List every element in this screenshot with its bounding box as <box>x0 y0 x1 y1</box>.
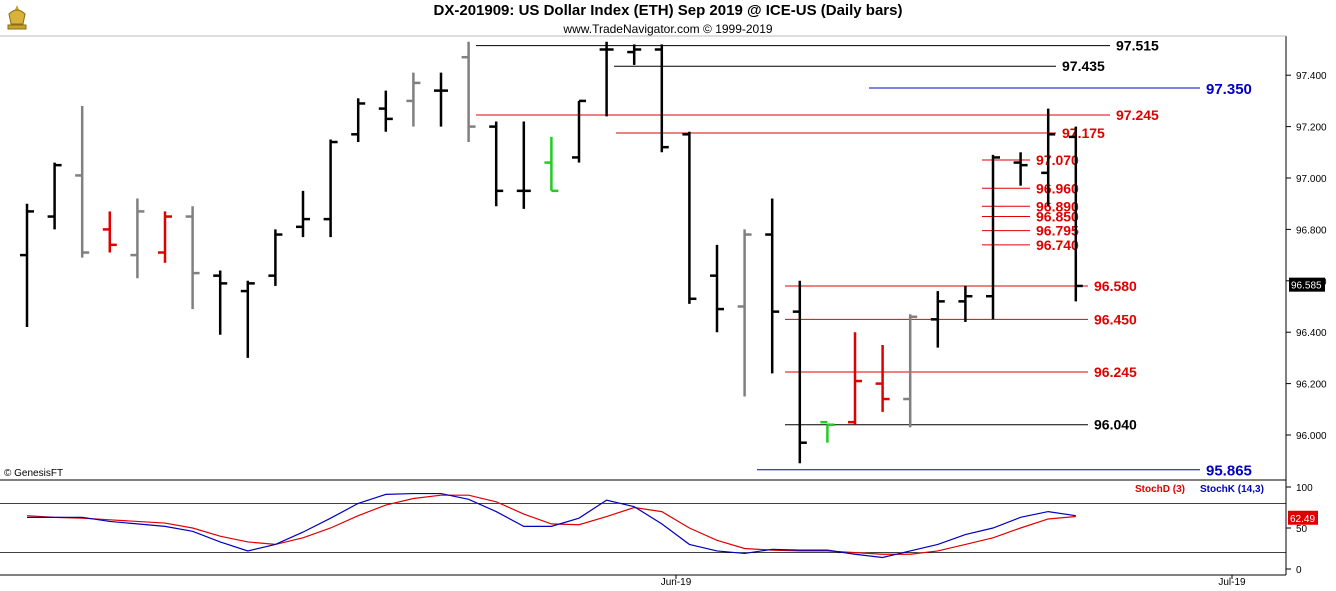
ohlc-bar <box>820 420 835 443</box>
stoch-k-legend: StochK (14,3) <box>1200 484 1264 495</box>
ohlc-bar <box>710 244 724 333</box>
ohlc-bar <box>47 162 62 230</box>
y-tick-label: 96.800 <box>1296 225 1327 236</box>
y-tick-label: 97.000 <box>1296 174 1327 185</box>
stoch-k-line <box>27 492 1076 559</box>
genesis-logo-icon <box>4 2 30 37</box>
ohlc-bar <box>875 345 890 412</box>
ohlc-bar <box>627 44 642 65</box>
ohlc-bar <box>930 291 945 348</box>
level-label: 96.850 <box>1036 209 1079 225</box>
ohlc-bar <box>544 136 559 193</box>
ohlc-bar <box>351 98 366 143</box>
ohlc-bar <box>792 280 807 464</box>
level-label: 97.350 <box>1206 81 1252 98</box>
ohlc-bar <box>75 106 90 258</box>
ohlc-bar <box>599 41 614 117</box>
level-label: 96.450 <box>1094 311 1137 327</box>
ohlc-bar <box>986 154 1000 320</box>
ohlc-bar <box>737 229 752 397</box>
level-label: 96.740 <box>1036 237 1079 253</box>
stoch-d-line <box>26 494 1076 555</box>
ohlc-bar <box>1041 108 1056 207</box>
ohlc-bar <box>572 99 586 163</box>
x-tick-label: Jul-19 <box>1218 577 1246 588</box>
ohlc-bar <box>958 285 973 322</box>
y-tick-label: 97.200 <box>1296 123 1327 134</box>
stoch-current-label: 62.49 <box>1290 514 1315 525</box>
y-tick-label: 96.000 <box>1296 431 1327 442</box>
copyright-label: © GenesisFT <box>4 468 64 479</box>
level-label: 97.175 <box>1062 125 1105 141</box>
level-label: 96.890 <box>1036 198 1079 214</box>
level-label: 96.245 <box>1094 364 1137 380</box>
ohlc-bar <box>1013 152 1028 186</box>
stoch-current-box <box>1288 510 1318 525</box>
ohlc-bar <box>654 44 669 153</box>
ohlc-bar <box>765 198 780 374</box>
ohlc-bar <box>102 211 117 253</box>
current-price-box <box>1289 277 1325 292</box>
level-label: 96.040 <box>1094 417 1137 433</box>
ohlc-bar <box>848 332 862 425</box>
ohlc-bar <box>406 72 421 127</box>
ohlc-bar <box>434 72 448 127</box>
ohlc-bar <box>461 41 476 143</box>
chart-subtitle: www.TradeNavigator.com © 1999-2019 <box>563 22 773 36</box>
stoch-tick-label: 50 <box>1296 524 1308 535</box>
level-label: 95.865 <box>1206 463 1252 480</box>
ohlc-bar <box>240 280 255 358</box>
ohlc-bar <box>185 206 200 310</box>
level-label: 96.960 <box>1036 180 1079 196</box>
level-label: 97.435 <box>1062 58 1105 74</box>
ohlc-bar <box>130 198 145 279</box>
level-label: 96.580 <box>1094 278 1137 294</box>
y-tick-label: 96.400 <box>1296 328 1327 339</box>
stoch-d-legend: StochD (3) <box>1135 484 1185 495</box>
ohlc-bar <box>323 139 338 238</box>
current-price-label: 96.585 <box>1291 281 1322 292</box>
ohlc-bar <box>296 190 310 238</box>
ohlc-bar <box>378 90 393 132</box>
ohlc-bar <box>682 131 697 304</box>
stoch-tick-label: 0 <box>1296 565 1302 576</box>
stoch-tick-label: 100 <box>1296 483 1313 494</box>
ohlc-bar <box>158 211 172 263</box>
ohlc-bar <box>516 121 531 209</box>
chart-title: DX-201909: US Dollar Index (ETH) Sep 201… <box>433 2 903 19</box>
level-label: 97.245 <box>1116 107 1159 123</box>
ohlc-bar <box>20 203 34 328</box>
level-label: 96.795 <box>1036 223 1079 239</box>
y-tick-label: 96.200 <box>1296 380 1327 391</box>
x-tick-label: Jun-19 <box>661 577 692 588</box>
level-label: 97.070 <box>1036 152 1079 168</box>
ohlc-bar <box>903 314 918 428</box>
ohlc-bar <box>1068 126 1083 302</box>
ohlc-bar <box>213 270 228 335</box>
level-label: 97.515 <box>1116 38 1159 54</box>
y-tick-label: 97.400 <box>1296 71 1327 82</box>
ohlc-bar <box>489 121 504 207</box>
ohlc-bar <box>268 229 283 286</box>
